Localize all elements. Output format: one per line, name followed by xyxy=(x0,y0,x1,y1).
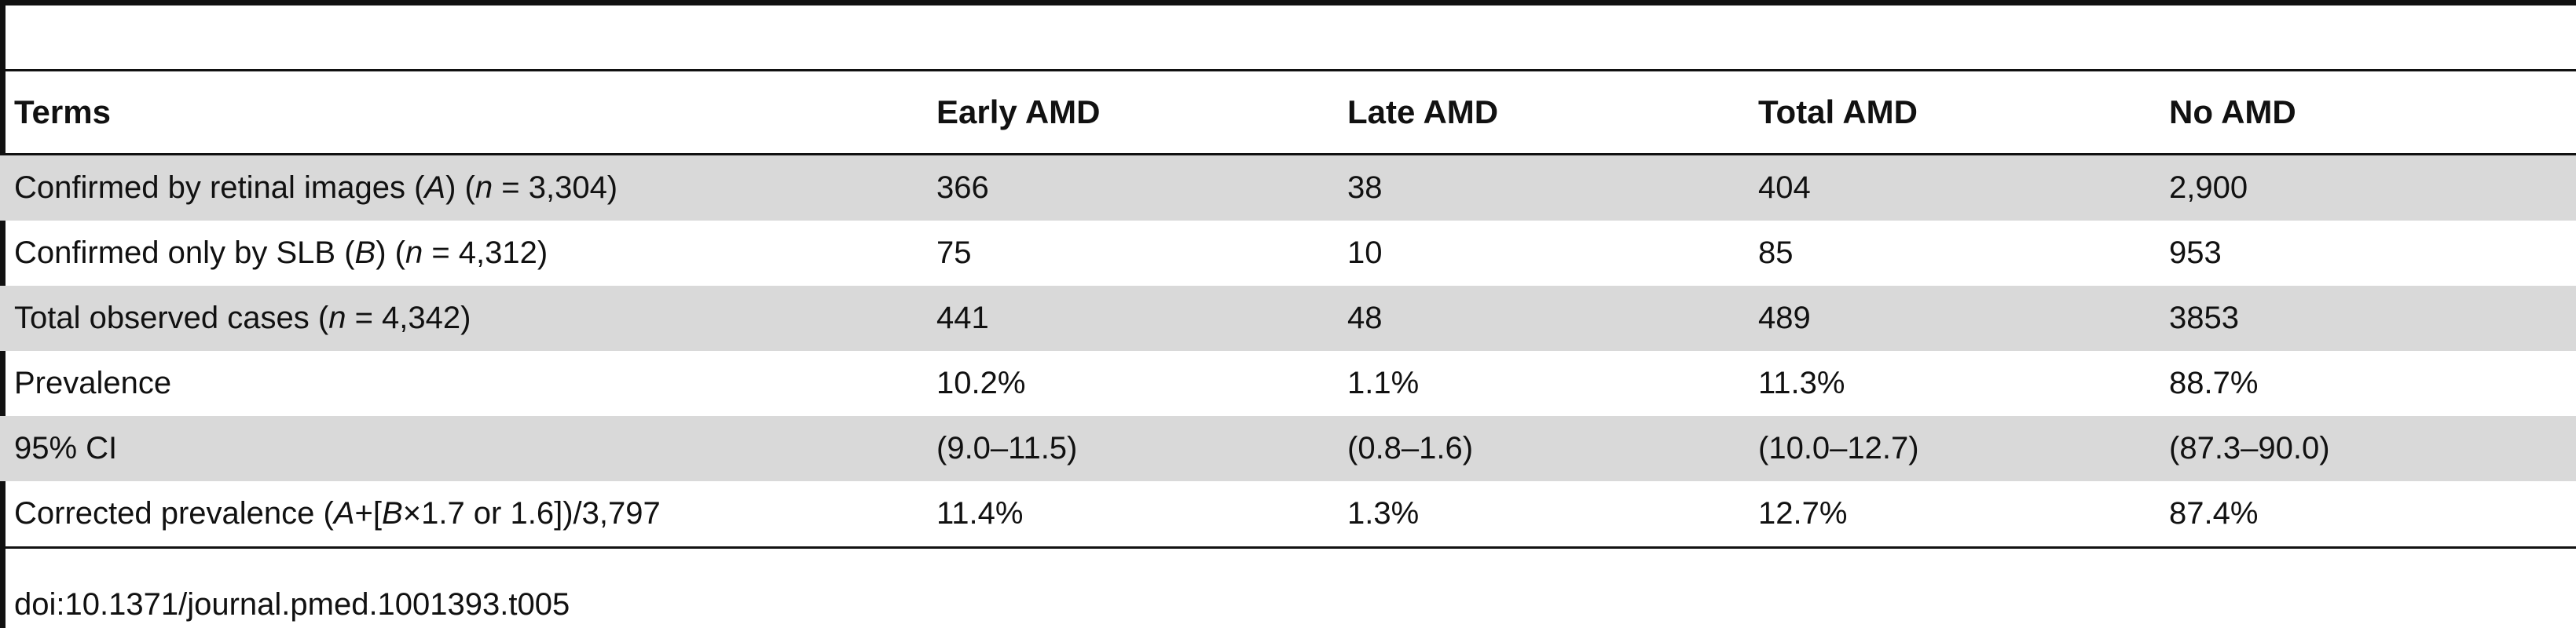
row-term-cell: Prevalence xyxy=(14,366,172,400)
total-amd-cell: 12.7% xyxy=(1758,481,2169,549)
header-late-amd: Late AMD xyxy=(1347,69,1758,155)
term-text: +[ xyxy=(354,496,383,531)
no-amd-cell: 953 xyxy=(2169,236,2222,270)
term-italic: n xyxy=(405,236,423,270)
table-row: Total observed cases (n = 4,342) 441 48 … xyxy=(0,286,2576,351)
late-amd-cell: (0.8–1.6) xyxy=(1347,416,1758,481)
term-italic: n xyxy=(475,170,493,205)
table-row: Corrected prevalence (A+[B×1.7 or 1.6])/… xyxy=(0,481,2576,549)
term-italic: B xyxy=(354,236,376,270)
term-italic: B xyxy=(382,496,403,531)
term-text: ×1.7 or 1.6])/3,797 xyxy=(402,496,661,531)
row-term-cell: Confirmed by retinal images (A) (n = 3,3… xyxy=(0,154,936,221)
total-amd-cell: 11.3% xyxy=(1758,366,1845,400)
total-amd-cell: 404 xyxy=(1758,154,2169,221)
total-amd-cell: 489 xyxy=(1758,286,2169,351)
table-row: Confirmed only by SLB (B) (n = 4,312) 75… xyxy=(0,221,2576,286)
header-total-amd: Total AMD xyxy=(1758,69,2169,155)
no-amd-cell: (87.3–90.0) xyxy=(2169,416,2576,481)
header-terms: Terms xyxy=(0,69,936,155)
table-row: 95% CI (9.0–11.5) (0.8–1.6) (10.0–12.7) … xyxy=(0,416,2576,481)
term-text: = 4,342) xyxy=(346,301,471,335)
early-amd-cell: 11.4% xyxy=(936,481,1347,549)
row-term-cell: Corrected prevalence (A+[B×1.7 or 1.6])/… xyxy=(0,481,936,549)
term-text: = 3,304) xyxy=(493,170,618,205)
early-amd-cell: 75 xyxy=(936,236,972,270)
data-table-container: Terms Early AMD Late AMD Total AMD No AM… xyxy=(0,69,2576,549)
late-amd-cell: 10 xyxy=(1347,236,1383,270)
total-amd-cell: 85 xyxy=(1758,236,1794,270)
term-italic: A xyxy=(424,170,446,205)
table-row: Prevalence 10.2% 1.1% 11.3% 88.7% xyxy=(0,351,2576,416)
term-text: Corrected prevalence ( xyxy=(14,496,334,531)
table-row: Confirmed by retinal images (A) (n = 3,3… xyxy=(0,154,2576,221)
no-amd-cell: 2,900 xyxy=(2169,154,2576,221)
early-amd-cell: 441 xyxy=(936,286,1347,351)
early-amd-cell: 366 xyxy=(936,154,1347,221)
amd-prevalence-table: Terms Early AMD Late AMD Total AMD No AM… xyxy=(0,69,2576,549)
late-amd-cell: 48 xyxy=(1347,286,1758,351)
row-term-cell: Total observed cases (n = 4,342) xyxy=(0,286,936,351)
term-text: Confirmed by retinal images ( xyxy=(14,170,425,205)
term-text: Confirmed only by SLB ( xyxy=(14,236,355,270)
header-early-amd: Early AMD xyxy=(936,69,1347,155)
row-term-cell: 95% CI xyxy=(0,416,936,481)
term-italic: A xyxy=(333,496,355,531)
top-border-rule xyxy=(0,0,2576,5)
early-amd-cell: 10.2% xyxy=(936,366,1026,400)
term-text: Total observed cases ( xyxy=(14,301,329,335)
doi-footnote: doi:10.1371/journal.pmed.1001393.t005 xyxy=(14,587,570,622)
no-amd-cell: 3853 xyxy=(2169,286,2576,351)
no-amd-cell: 87.4% xyxy=(2169,481,2576,549)
late-amd-cell: 38 xyxy=(1347,154,1758,221)
late-amd-cell: 1.1% xyxy=(1347,366,1420,400)
term-text: ) ( xyxy=(376,236,405,270)
no-amd-cell: 88.7% xyxy=(2169,366,2259,400)
header-no-amd: No AMD xyxy=(2169,69,2576,155)
term-text: = 4,312) xyxy=(423,236,548,270)
early-amd-cell: (9.0–11.5) xyxy=(936,416,1347,481)
term-text: ) ( xyxy=(445,170,475,205)
late-amd-cell: 1.3% xyxy=(1347,481,1758,549)
total-amd-cell: (10.0–12.7) xyxy=(1758,416,2169,481)
table-header-row: Terms Early AMD Late AMD Total AMD No AM… xyxy=(0,69,2576,155)
term-italic: n xyxy=(328,301,346,335)
row-term-cell: Confirmed only by SLB (B) (n = 4,312) xyxy=(0,221,936,286)
